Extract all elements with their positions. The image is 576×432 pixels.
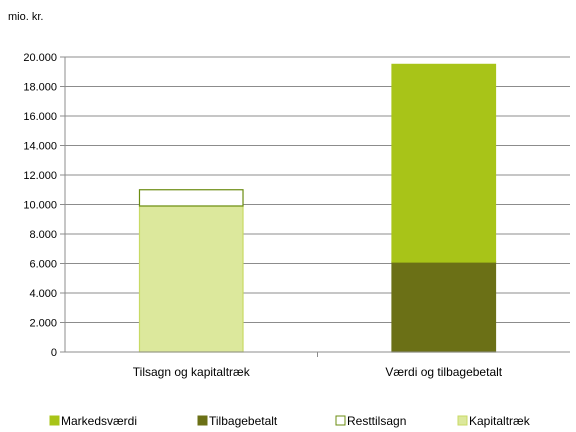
x-category-label: Værdi og tilbagebetalt xyxy=(385,365,502,379)
legend-swatch xyxy=(197,415,208,426)
y-tick-label: 18.000 xyxy=(23,82,57,94)
y-tick-label: 8.000 xyxy=(29,229,57,241)
x-category-label: Tilsagn og kapitaltræk xyxy=(133,365,251,379)
legend-label: Tilbagebetalt xyxy=(209,414,278,428)
y-tick-label: 12.000 xyxy=(23,170,57,182)
y-tick-label: 10.000 xyxy=(23,200,57,212)
legend: Markedsværdi Tilbagebetalt Resttilsagn Kapi… xyxy=(49,414,531,428)
bar-segment xyxy=(391,63,497,263)
bars xyxy=(138,63,497,353)
legend-swatch xyxy=(335,415,346,426)
bar-segment xyxy=(391,261,497,353)
bar-segment xyxy=(138,189,244,207)
y-tick-label: 14.000 xyxy=(23,141,57,153)
legend-label: Markedsværdi xyxy=(61,414,137,428)
legend-label: Kapitaltræk xyxy=(469,414,531,428)
y-tick-label: 0 xyxy=(51,347,57,359)
y-tick-label: 6.000 xyxy=(29,259,57,271)
legend-swatch xyxy=(49,415,60,426)
legend-label: Resttilsagn xyxy=(347,414,406,428)
legend-swatch xyxy=(457,415,468,426)
y-tick-label: 2.000 xyxy=(29,318,57,330)
y-axis-ticks: 0 2.000 4.000 6.000 8.000 10.000 12.000 14.000 1… xyxy=(23,52,66,359)
y-tick-label: 4.000 xyxy=(29,288,57,300)
bar-segment xyxy=(138,205,244,353)
y-tick-label: 16.000 xyxy=(23,111,57,123)
y-unit-label: mio. kr. xyxy=(8,11,43,23)
y-tick-label: 20.000 xyxy=(23,52,57,64)
x-axis-categories: Tilsagn og kapitaltræk Værdi og tilbagebe… xyxy=(133,352,503,379)
